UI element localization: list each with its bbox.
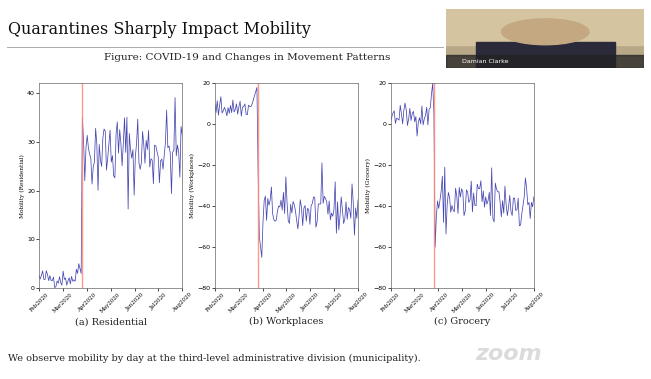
Text: NBER: NBER bbox=[603, 349, 633, 359]
Text: We observe mobility by day at the third-level administrative division (municipal: We observe mobility by day at the third-… bbox=[8, 354, 421, 363]
Y-axis label: Mobility (Workplaces): Mobility (Workplaces) bbox=[190, 153, 195, 218]
Text: (b) Workplaces: (b) Workplaces bbox=[249, 317, 324, 326]
Text: Figure: COVID-19 and Changes in Movement Patterns: Figure: COVID-19 and Changes in Movement… bbox=[104, 53, 391, 62]
Text: (a) Residential: (a) Residential bbox=[75, 317, 146, 326]
Y-axis label: Mobility (Residential): Mobility (Residential) bbox=[20, 154, 25, 218]
Text: (c) Grocery: (c) Grocery bbox=[434, 317, 490, 326]
Text: zoom: zoom bbox=[475, 344, 542, 364]
Bar bbox=[476, 42, 615, 68]
Circle shape bbox=[501, 19, 589, 45]
Text: Damian Clarke: Damian Clarke bbox=[462, 59, 508, 64]
Text: Quarantines Sharply Impact Mobility: Quarantines Sharply Impact Mobility bbox=[8, 21, 311, 38]
Bar bbox=[446, 9, 644, 45]
Bar bbox=[446, 55, 644, 68]
Y-axis label: Mobility (Grocery): Mobility (Grocery) bbox=[366, 158, 371, 213]
